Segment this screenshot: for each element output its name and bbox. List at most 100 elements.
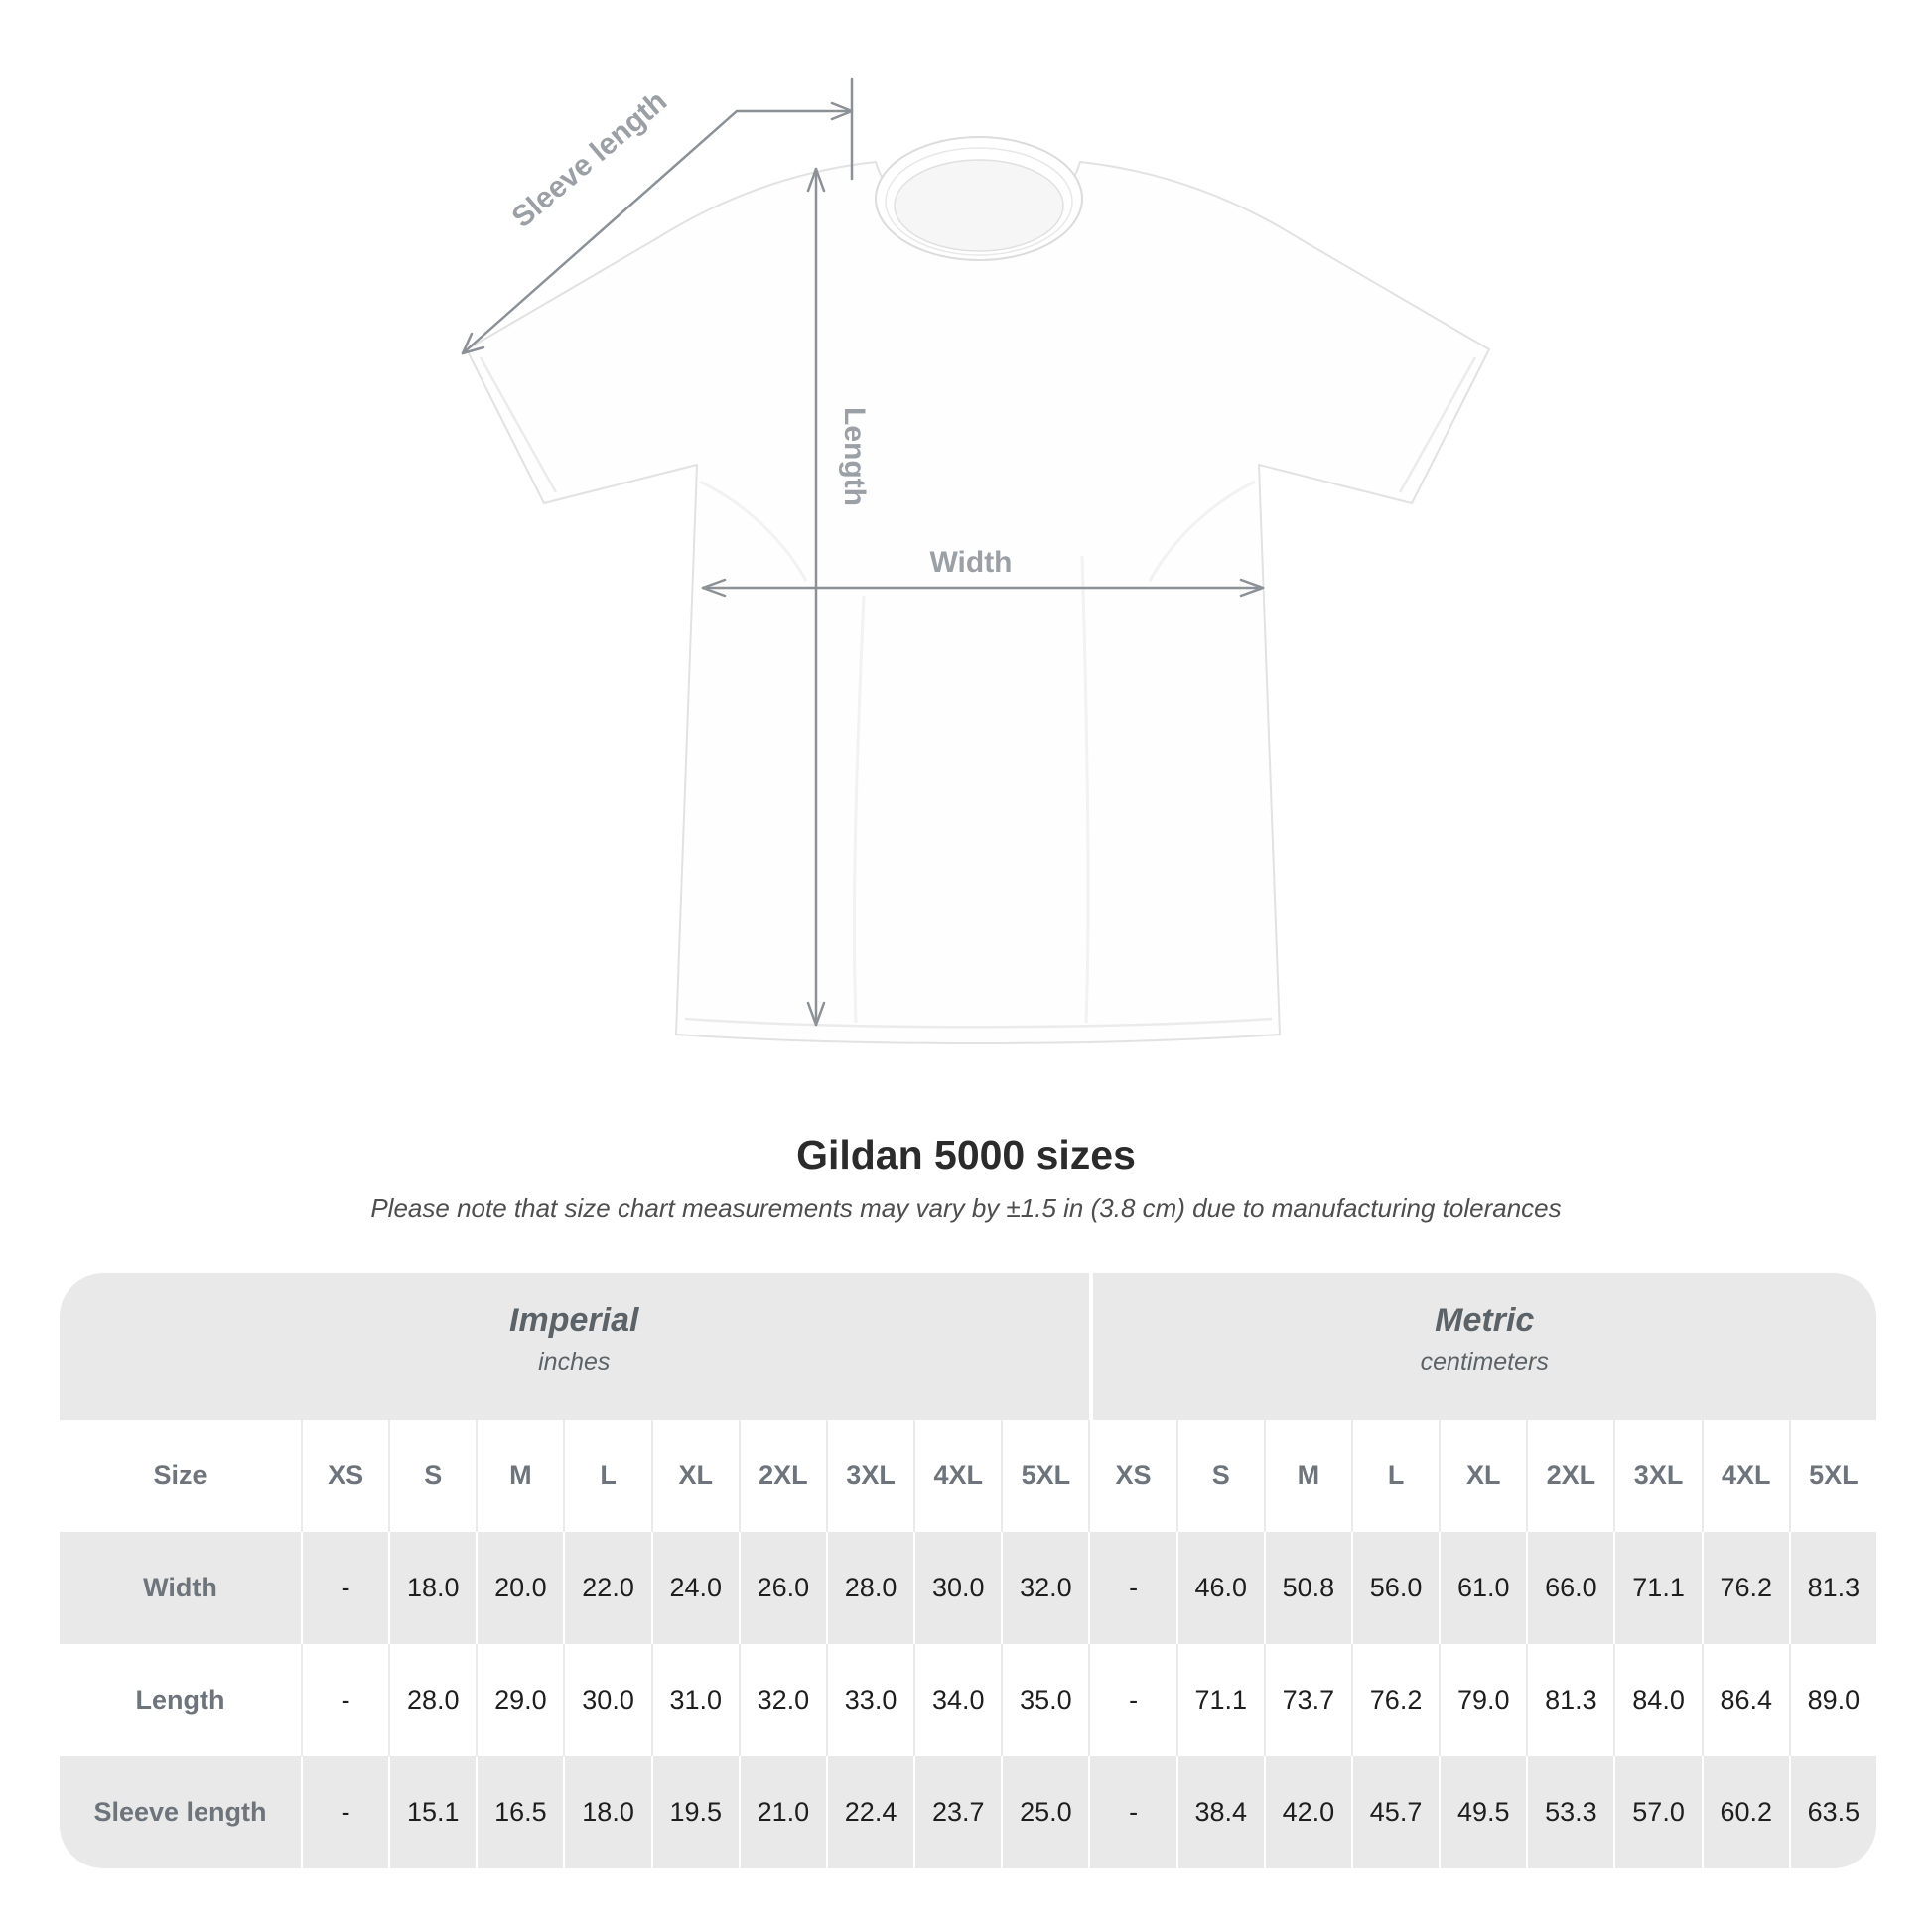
width-metric-5xl: 81.3 <box>1788 1532 1876 1644</box>
width-metric-xs: - <box>1088 1532 1176 1644</box>
row-label-sleeve-length: Sleeve length <box>60 1756 301 1868</box>
table-row: Width -18.0 20.0 22.0 24.0 26.0 28.0 30.0 32.0-4… <box>60 1532 1876 1644</box>
sleeve-length-imperial-xl: 19.5 <box>650 1756 739 1868</box>
fabric-crease <box>1148 480 1256 582</box>
sleeve-length-imperial-xs: - <box>301 1756 389 1868</box>
length-metric-m: 73.7 <box>1263 1644 1351 1756</box>
sleeve-length-imperial-3xl: 22.4 <box>825 1756 914 1868</box>
sleeve-length-arrow <box>461 77 854 355</box>
size-header-imperial-xs: XS <box>301 1420 388 1532</box>
size-table: Imperial inches Metric centimeters Size XS S M L… <box>60 1273 1876 1868</box>
size-header-imperial-2xl: 2XL <box>738 1420 826 1532</box>
width-metric-s: 46.0 <box>1175 1532 1264 1644</box>
size-header-metric-5xl: 5XL <box>1788 1420 1876 1532</box>
length-label: Length <box>838 407 871 506</box>
tshirt-outline <box>466 161 1490 1044</box>
size-header-imperial-m: M <box>476 1420 563 1532</box>
row-label-length: Length <box>135 1685 225 1715</box>
length-metric-5xl: 89.0 <box>1788 1644 1876 1756</box>
sleeve-length-metric-m: 42.0 <box>1263 1756 1351 1868</box>
sleeve-length-label: Sleeve length <box>506 84 673 234</box>
width-imperial-3xl: 28.0 <box>825 1532 914 1644</box>
length-arrow <box>806 167 826 1027</box>
width-imperial-s: 18.0 <box>388 1532 477 1644</box>
length-metric-3xl: 84.0 <box>1613 1644 1701 1756</box>
unit-section-label: Metric <box>1435 1302 1535 1339</box>
sleeve-length-metric-xs: - <box>1088 1756 1176 1868</box>
width-imperial-4xl: 30.0 <box>913 1532 1002 1644</box>
sleeve-length-imperial-s: 15.1 <box>388 1756 477 1868</box>
length-imperial-m: 29.0 <box>476 1644 563 1756</box>
length-metric-xs: - <box>1088 1644 1175 1756</box>
size-header-metric-3xl: 3XL <box>1613 1420 1701 1532</box>
length-metric-4xl: 86.4 <box>1701 1644 1789 1756</box>
unit-section-sublabel: inches <box>538 1347 611 1376</box>
width-metric-2xl: 66.0 <box>1526 1532 1614 1644</box>
sleeve-length-imperial-5xl: 25.0 <box>1001 1756 1089 1868</box>
length-imperial-l: 30.0 <box>563 1644 650 1756</box>
row-label-width: Width <box>60 1532 301 1644</box>
width-imperial-l: 22.0 <box>563 1532 651 1644</box>
sleeve-length-imperial-m: 16.5 <box>476 1756 564 1868</box>
table-row: Length -28.0 29.0 30.0 31.0 32.0 33.0 34.0 35.0-… <box>60 1644 1876 1756</box>
width-metric-4xl: 76.2 <box>1701 1532 1789 1644</box>
sleeve-length-metric-5xl: 63.5 <box>1788 1756 1876 1868</box>
tshirt-diagram: Sleeve length Length Width <box>461 77 1490 1044</box>
hem-seam <box>684 1017 1273 1029</box>
table-row: Imperial inches Metric centimeters <box>60 1273 1876 1420</box>
width-arrow <box>701 578 1265 598</box>
unit-section-imperial: Imperial inches <box>60 1273 1089 1420</box>
length-imperial-5xl: 35.0 <box>1001 1644 1088 1756</box>
size-header-imperial-4xl: 4XL <box>913 1420 1001 1532</box>
fabric-crease <box>699 480 808 582</box>
sleeve-length-metric-3xl: 57.0 <box>1613 1756 1702 1868</box>
length-imperial-s: 28.0 <box>388 1644 476 1756</box>
size-column-header: Size <box>153 1460 207 1490</box>
length-metric-2xl: 81.3 <box>1526 1644 1613 1756</box>
table-row: Size XS S M L XL 2XL 3XL 4XL 5XL XS S M L XL 2XL 3XL 4XL 5… <box>60 1420 1876 1532</box>
size-header-metric-s: S <box>1175 1420 1264 1532</box>
size-header-metric-2xl: 2XL <box>1526 1420 1613 1532</box>
fabric-crease <box>1080 555 1090 1024</box>
collar-band-seam <box>885 147 1073 256</box>
length-metric-l: 76.2 <box>1350 1644 1439 1756</box>
length-imperial-3xl: 33.0 <box>825 1644 913 1756</box>
length-imperial-xl: 31.0 <box>650 1644 739 1756</box>
width-imperial-2xl: 26.0 <box>738 1532 826 1644</box>
left-cuff-seam <box>479 356 558 493</box>
length-metric-s: 71.1 <box>1175 1644 1264 1756</box>
sleeve-length-metric-4xl: 60.2 <box>1701 1756 1789 1868</box>
size-header-metric-l: L <box>1350 1420 1439 1532</box>
table-row: Sleeve length -15.1 16.5 18.0 19.5 21.0 22.4 23… <box>60 1756 1876 1868</box>
size-header-imperial-s: S <box>388 1420 476 1532</box>
width-imperial-xl: 24.0 <box>650 1532 739 1644</box>
size-header-metric-m: M <box>1263 1420 1351 1532</box>
width-metric-m: 50.8 <box>1263 1532 1351 1644</box>
length-imperial-xs: - <box>301 1644 388 1756</box>
size-header-imperial-xl: XL <box>650 1420 739 1532</box>
sleeve-length-metric-s: 38.4 <box>1175 1756 1264 1868</box>
width-imperial-xs: - <box>301 1532 389 1644</box>
unit-section-label: Imperial <box>509 1302 639 1339</box>
width-metric-l: 56.0 <box>1350 1532 1440 1644</box>
width-label: Width <box>929 546 1012 579</box>
tolerance-note: Please note that size chart measurements… <box>370 1193 1562 1223</box>
length-metric-xl: 79.0 <box>1439 1644 1526 1756</box>
width-imperial-5xl: 32.0 <box>1001 1532 1089 1644</box>
size-header-metric-xs: XS <box>1088 1420 1175 1532</box>
page-title: Gildan 5000 sizes <box>796 1132 1136 1177</box>
size-header-metric-xl: XL <box>1439 1420 1526 1532</box>
width-imperial-m: 20.0 <box>476 1532 564 1644</box>
collar-opening <box>894 159 1064 252</box>
sleeve-length-metric-l: 45.7 <box>1350 1756 1440 1868</box>
sleeve-length-imperial-l: 18.0 <box>563 1756 651 1868</box>
length-imperial-2xl: 32.0 <box>738 1644 826 1756</box>
right-cuff-seam <box>1398 356 1477 493</box>
size-header-metric-4xl: 4XL <box>1701 1420 1789 1532</box>
fabric-crease <box>852 595 866 1024</box>
unit-section-sublabel: centimeters <box>1420 1347 1549 1376</box>
sleeve-length-imperial-4xl: 23.7 <box>913 1756 1002 1868</box>
size-header-imperial-l: L <box>563 1420 650 1532</box>
width-metric-3xl: 71.1 <box>1613 1532 1702 1644</box>
